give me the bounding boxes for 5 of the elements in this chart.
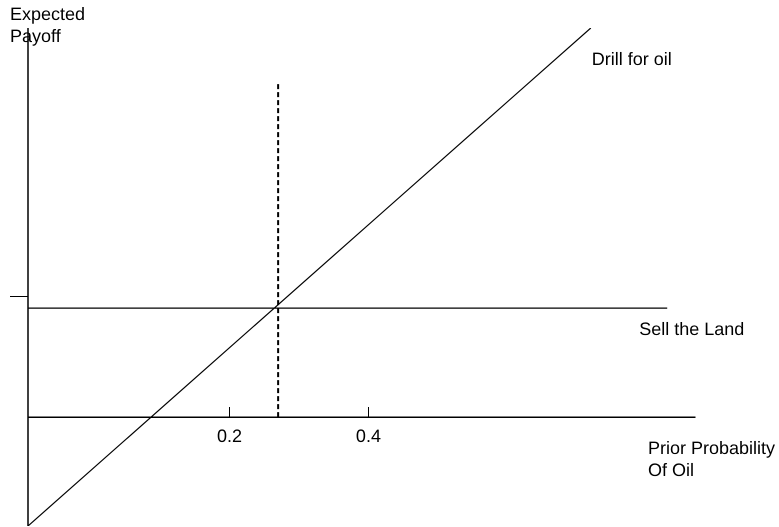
x-tick-label: 0.4 [356,426,381,446]
series-label: Drill for oil [592,48,672,69]
series-label: Sell the Land [639,319,744,340]
x-axis-title: Prior Probability Of Oil [648,437,776,481]
x-tick-label: 0.2 [216,426,242,446]
